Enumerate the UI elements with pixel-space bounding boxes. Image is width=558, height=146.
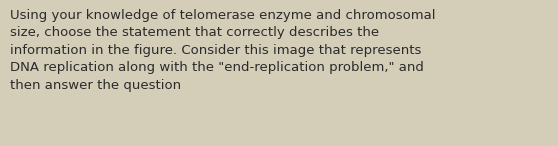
Text: Using your knowledge of telomerase enzyme and chromosomal
size, choose the state: Using your knowledge of telomerase enzym… — [10, 9, 436, 92]
